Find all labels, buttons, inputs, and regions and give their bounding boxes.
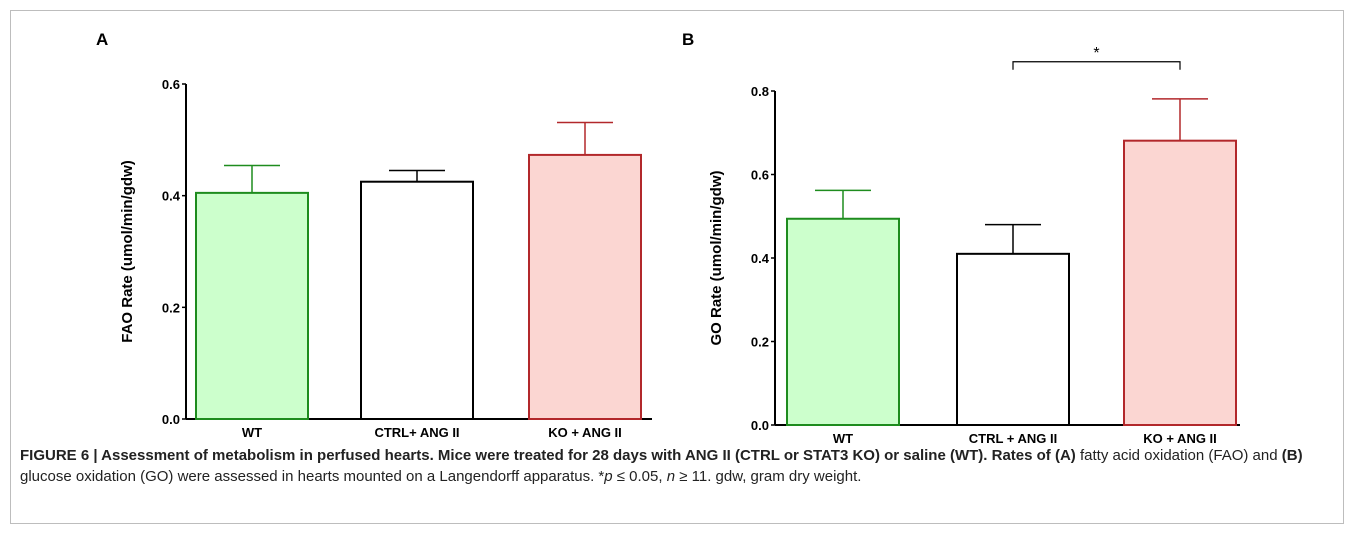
caption-lead: FIGURE 6 | Assessment of metabolism in p… — [20, 447, 1051, 464]
figure-frame — [10, 10, 1344, 524]
bar-0 — [786, 217, 900, 426]
caption-text-3: ≤ 0.05, — [616, 468, 663, 485]
y-tick-label: 0.6 — [751, 168, 769, 183]
y-tick-label: 0.4 — [751, 251, 770, 266]
caption-p: p — [604, 468, 613, 485]
bar-1 — [956, 252, 1070, 426]
chart-b: 0.0 0.2 0.4 0.6 0.8 GO Rate (umol/min/gdw) WT C… — [708, 45, 1240, 446]
panel-label-a: A — [96, 30, 109, 49]
caption-ref-b: (B) — [1281, 447, 1303, 464]
x-tick-label: KO + ANG II — [548, 425, 622, 440]
caption-text-1: fatty acid oxidation (FAO) and — [1079, 447, 1278, 464]
y-tick-label: 0.0 — [751, 418, 769, 433]
y-axis-label: GO Rate (umol/min/gdw) — [708, 170, 725, 345]
significance-bracket — [1012, 61, 1181, 70]
caption-text-2: glucose oxidation (GO) were assessed in … — [20, 468, 605, 485]
y-tick-label: 0.6 — [162, 77, 180, 92]
y-tick-label: 0.8 — [751, 84, 769, 99]
y-tick-label: 0.2 — [751, 335, 769, 350]
chart-a: 0.0 0.2 0.4 0.6 FAO Rate (umol/min/gdw) WT CTR… — [119, 77, 652, 440]
x-tick-label: KO + ANG II — [1143, 431, 1217, 446]
y-tick-label: 0.0 — [162, 412, 180, 427]
y-tick-label: 0.4 — [162, 189, 181, 204]
x-tick-label: CTRL+ ANG II — [374, 425, 459, 440]
caption-n: n — [666, 468, 676, 485]
figure-caption: FIGURE 6 | Assessment of metabolism in p… — [20, 445, 1338, 487]
y-tick-label: 0.2 — [162, 300, 180, 315]
x-tick-label: CTRL + ANG II — [969, 431, 1057, 446]
significance-label: * — [1093, 45, 1099, 62]
bar-2 — [1123, 139, 1237, 426]
bar-1 — [360, 180, 474, 420]
x-tick-label: WT — [242, 425, 262, 440]
x-tick-label: WT — [833, 431, 853, 446]
caption-text-4: ≥ 11. gdw, gram dry weight. — [679, 468, 862, 485]
caption-ref-a: (A) — [1054, 447, 1076, 464]
panel-label-b: B — [682, 30, 695, 49]
bar-0 — [195, 191, 309, 420]
y-axis-label: FAO Rate (umol/min/gdw) — [119, 160, 136, 343]
bar-2 — [528, 153, 642, 421]
